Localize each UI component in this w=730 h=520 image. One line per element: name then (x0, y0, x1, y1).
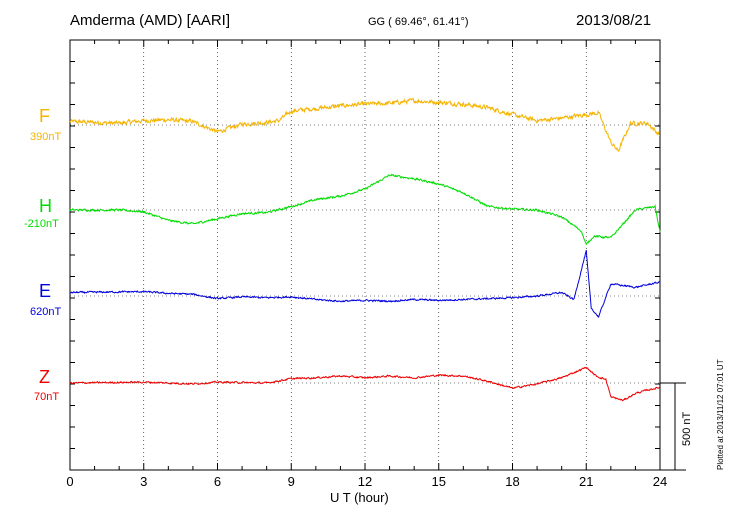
channel-h-name: H (39, 196, 52, 216)
plotted-timestamp: Plotted at 2013/11/12 07:01 UT (716, 359, 725, 470)
x-tick-label: 24 (652, 474, 668, 489)
channel-z-baseline: 70nT (34, 391, 60, 403)
channel-z-name: Z (39, 367, 50, 387)
series-line-f (69, 97, 660, 152)
channel-e-name: E (39, 281, 52, 301)
x-tick-label: 3 (140, 474, 148, 489)
x-tick-label: 18 (505, 474, 520, 489)
x-tick-label: 21 (579, 474, 594, 489)
channel-f-name: F (39, 106, 50, 126)
series-line-e (69, 249, 661, 318)
series-line-h (69, 173, 661, 246)
channel-h-baseline: -210nT (24, 218, 59, 230)
x-tick-label: 15 (431, 474, 446, 489)
series-lines (69, 97, 661, 402)
scale-bar (660, 382, 686, 471)
x-tick-label: 0 (66, 474, 74, 489)
x-axis-label: U T (hour) (330, 490, 389, 505)
x-tick-label: 12 (357, 474, 373, 489)
channel-f-baseline: 390nT (30, 131, 62, 143)
series-line-z (69, 366, 661, 402)
axis-ticks (69, 39, 661, 471)
grid (143, 40, 587, 470)
scale-bar-label: 500 nT (681, 411, 693, 446)
station-coordinates: GG ( 69.46°, 61.41°) (368, 16, 469, 28)
station-title: Amderma (AMD) [AARI] (70, 12, 231, 29)
x-tick-label: 9 (287, 474, 295, 489)
channel-e-baseline: 620nT (30, 306, 62, 318)
x-tick-label: 6 (213, 474, 222, 489)
plot-date: 2013/08/21 (576, 12, 652, 29)
